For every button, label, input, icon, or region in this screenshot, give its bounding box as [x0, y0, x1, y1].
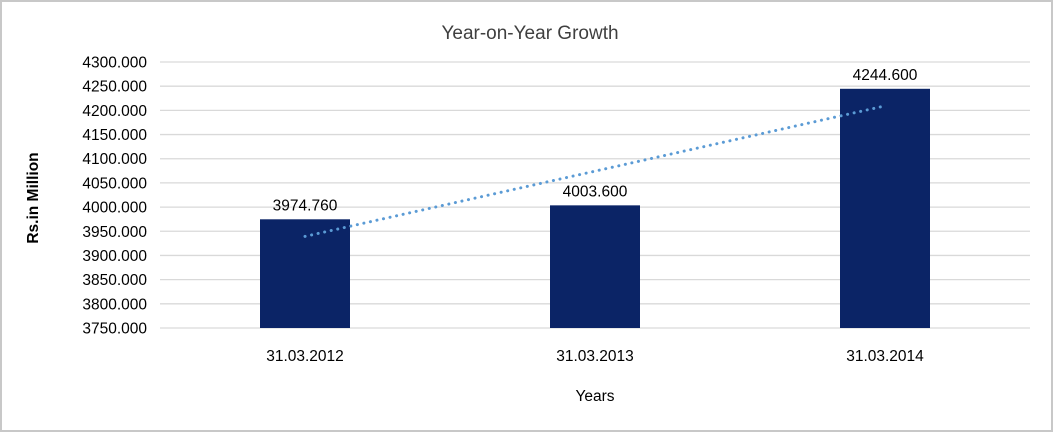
y-tick-label: 4200.000 [82, 103, 147, 120]
plot-area: 4300.000 4250.000 4200.000 4150.000 4100.000… [82, 55, 1030, 365]
x-tick-label: 31.03.2014 [846, 348, 924, 365]
bar [550, 205, 640, 328]
y-tick-label: 3900.000 [82, 248, 147, 265]
y-tick-label: 4250.000 [82, 79, 147, 96]
trendline [303, 104, 887, 238]
y-tick-label: 4300.000 [82, 55, 147, 72]
y-tick-label: 4000.000 [82, 200, 147, 217]
bar-data-label: 4003.600 [563, 183, 628, 200]
y-tick-label: 4050.000 [82, 175, 147, 192]
x-tick-label: 31.03.2013 [556, 348, 634, 365]
bar-data-label: 4244.600 [853, 67, 918, 84]
y-tick-label: 3850.000 [82, 272, 147, 289]
x-axis-title: Years [575, 388, 614, 405]
y-axis-title: Rs.in Million [25, 152, 42, 243]
chart-title: Year-on-Year Growth [441, 23, 618, 44]
y-tick-label: 3800.000 [82, 296, 147, 313]
bar [840, 88, 930, 328]
y-tick-label: 4150.000 [82, 127, 147, 144]
y-tick-label: 3750.000 [82, 321, 147, 338]
y-tick-label: 4100.000 [82, 151, 147, 168]
bar-data-label: 3974.760 [273, 197, 338, 214]
x-tick-label: 31.03.2012 [266, 348, 344, 365]
y-tick-label: 3950.000 [82, 224, 147, 241]
